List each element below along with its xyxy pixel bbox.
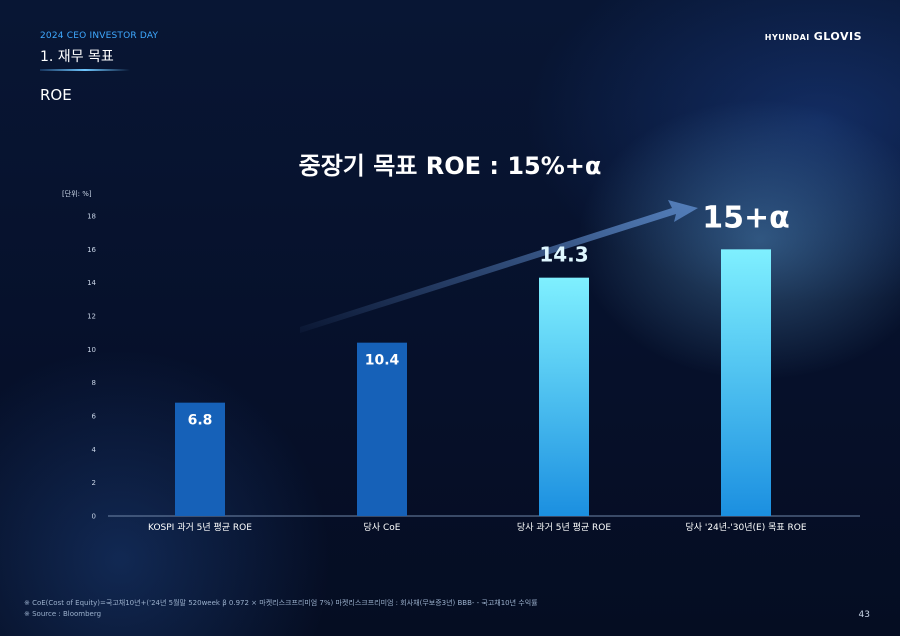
data-label: 14.3 (539, 243, 588, 267)
y-tick-label: 10 (87, 346, 96, 354)
y-tick-label: 12 (87, 313, 96, 321)
footnote-coe: ※ CoE(Cost of Equity)=국고채10년+('24년 5월말 5… (24, 599, 538, 607)
event-title: 2024 CEO INVESTOR DAY (40, 31, 159, 41)
y-tick-label: 18 (87, 213, 96, 221)
y-tick-label: 8 (92, 379, 96, 387)
bar (539, 277, 589, 516)
y-tick-label: 6 (92, 413, 97, 421)
chart-headline: 중장기 목표 ROE : 15%+α (298, 152, 602, 180)
y-tick-label: 0 (92, 513, 96, 521)
bar (175, 402, 225, 516)
category-label: 당사 '24년-'30년(E) 목표 ROE (685, 522, 806, 533)
category-label: 당사 과거 5년 평균 ROE (517, 522, 611, 533)
bar (721, 249, 771, 517)
topic-title: ROE (40, 86, 72, 104)
category-label: KOSPI 과거 5년 평균 ROE (148, 522, 252, 533)
company-logo: HYUNDAI GLOVIS (765, 30, 862, 43)
bar (357, 342, 407, 516)
footnote-source: ※ Source : Bloomberg (24, 610, 102, 618)
logo-main-text: GLOVIS (813, 30, 862, 43)
header-underline (40, 69, 130, 71)
y-tick-label: 4 (92, 446, 97, 454)
data-label: 15+α (702, 200, 790, 235)
data-label: 10.4 (365, 353, 400, 369)
data-label: 6.8 (188, 413, 213, 429)
unit-label: [단위: %] (62, 189, 92, 198)
section-title: 1. 재무 목표 (40, 49, 114, 65)
logo-small-text: HYUNDAI (764, 33, 810, 42)
y-tick-label: 16 (87, 246, 96, 254)
category-label: 당사 CoE (364, 522, 401, 533)
y-tick-label: 14 (87, 279, 96, 287)
page-number: 43 (858, 610, 870, 620)
y-tick-label: 2 (92, 479, 96, 487)
trend-arrow (300, 200, 698, 333)
